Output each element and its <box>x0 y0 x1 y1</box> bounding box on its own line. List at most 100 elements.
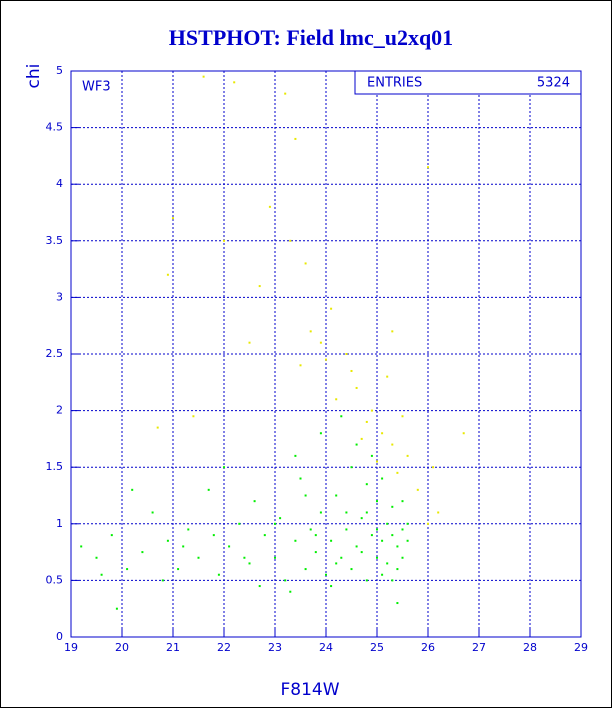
point <box>370 409 373 412</box>
point <box>386 375 389 378</box>
point <box>355 545 358 548</box>
point <box>340 415 343 418</box>
point <box>391 505 394 508</box>
point <box>253 500 256 503</box>
point <box>406 454 409 457</box>
point <box>391 443 394 446</box>
chart-title: HSTPHOT: Field lmc_u2xq01 <box>169 25 453 50</box>
x-tick-label: 20 <box>115 641 129 654</box>
point <box>319 511 322 514</box>
point <box>381 539 384 542</box>
point <box>381 432 384 435</box>
point <box>314 534 317 537</box>
y-tick-label: 0.5 <box>46 573 64 586</box>
point <box>299 364 302 367</box>
point <box>381 573 384 576</box>
point <box>360 437 363 440</box>
point <box>141 551 144 554</box>
point <box>365 511 368 514</box>
point <box>401 500 404 503</box>
point <box>376 460 378 463</box>
point <box>350 568 353 571</box>
point <box>197 556 200 559</box>
point <box>258 585 261 588</box>
y-tick-label: 2 <box>56 404 63 417</box>
point <box>309 528 312 531</box>
point <box>284 92 287 95</box>
point <box>335 562 338 565</box>
x-tick-label: 24 <box>319 641 333 654</box>
y-tick-label: 1 <box>56 517 63 530</box>
point <box>207 488 210 491</box>
point <box>284 579 287 582</box>
point <box>248 562 251 565</box>
x-tick-label: 26 <box>421 641 435 654</box>
point <box>304 568 307 571</box>
point <box>212 534 215 537</box>
panel-label: WF3 <box>82 80 111 95</box>
point <box>416 488 419 491</box>
point <box>376 500 378 503</box>
point <box>340 556 343 559</box>
point <box>396 602 399 605</box>
point <box>406 539 409 542</box>
point <box>279 517 282 520</box>
point <box>396 568 399 571</box>
point <box>309 330 312 333</box>
point <box>427 522 429 525</box>
point <box>233 81 236 84</box>
point <box>248 341 251 344</box>
point <box>166 539 169 542</box>
point <box>350 369 353 372</box>
point <box>391 534 394 537</box>
point <box>319 432 322 435</box>
point <box>151 511 154 514</box>
point <box>365 420 368 423</box>
point <box>126 568 129 571</box>
point <box>345 353 348 355</box>
point <box>391 330 394 333</box>
point <box>156 426 159 429</box>
stats-value: 5324 <box>537 76 570 91</box>
point <box>274 556 276 559</box>
point <box>350 466 353 469</box>
point <box>376 528 378 531</box>
point <box>258 285 261 288</box>
point <box>437 511 440 514</box>
y-tick-label: 5 <box>56 64 63 77</box>
point <box>202 75 205 78</box>
point <box>427 166 429 169</box>
point <box>330 307 333 310</box>
point <box>365 483 368 486</box>
point <box>177 568 180 571</box>
point <box>319 341 322 344</box>
point <box>294 539 297 542</box>
point <box>115 607 118 610</box>
point <box>360 551 363 554</box>
y-tick-label: 4.5 <box>46 121 64 134</box>
stats-label: ENTRIES <box>367 76 422 91</box>
x-tick-label: 28 <box>523 641 537 654</box>
point <box>289 590 292 593</box>
stats-box <box>354 70 582 95</box>
point <box>110 534 113 537</box>
point <box>289 239 292 242</box>
point <box>401 556 404 559</box>
point <box>80 545 83 548</box>
point <box>386 562 389 565</box>
point <box>330 539 333 542</box>
point <box>166 273 169 276</box>
x-axis-label: F814W <box>280 680 339 700</box>
point <box>268 205 271 208</box>
point <box>192 415 195 418</box>
point <box>432 466 435 469</box>
point <box>238 522 241 525</box>
point <box>401 415 404 418</box>
point <box>172 217 174 220</box>
point <box>325 573 327 576</box>
point <box>345 528 348 531</box>
y-tick-label: 0 <box>56 630 63 643</box>
point <box>355 443 358 446</box>
